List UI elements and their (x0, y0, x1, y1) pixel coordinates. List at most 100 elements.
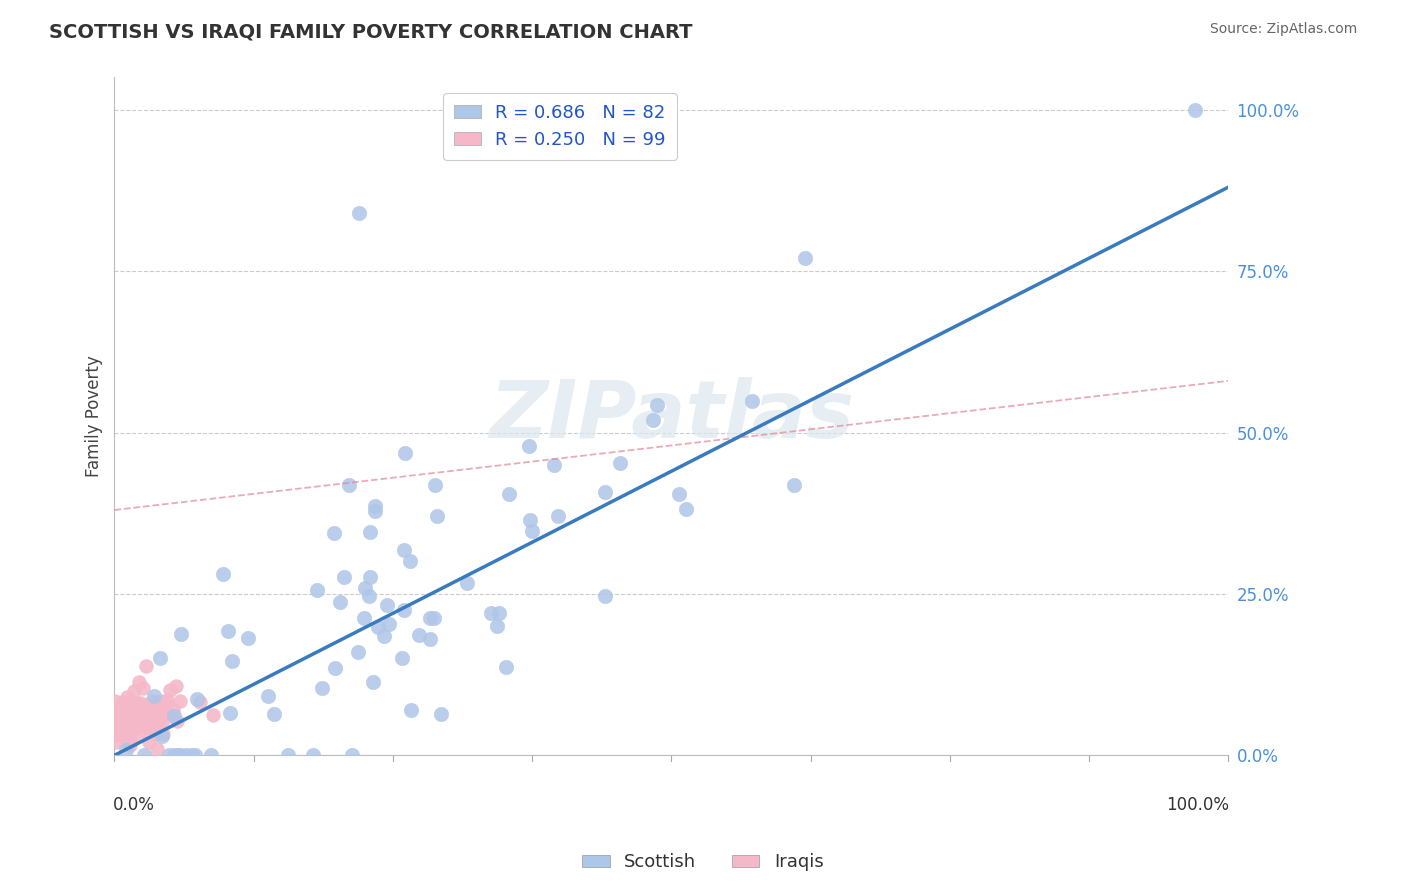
Point (111, 724, 134, 739)
Point (125, 696, 148, 710)
Point (332, 570, 354, 584)
Point (112, 727, 135, 741)
Point (141, 694, 163, 708)
Point (128, 712, 150, 726)
Y-axis label: Family Poverty: Family Poverty (86, 356, 103, 477)
Point (118, 732, 141, 747)
Point (456, 576, 478, 591)
Point (129, 696, 152, 710)
Point (118, 738, 141, 752)
Point (399, 703, 422, 717)
Point (152, 699, 174, 714)
Point (112, 695, 135, 709)
Point (107, 716, 129, 731)
Point (495, 660, 517, 674)
Point (128, 727, 150, 741)
Point (201, 708, 224, 723)
Point (135, 713, 157, 727)
Point (162, 703, 184, 717)
Text: ZIPatlas: ZIPatlas (489, 377, 853, 456)
Point (104, 720, 127, 734)
Point (180, 748, 202, 763)
Point (128, 675, 150, 690)
Point (152, 727, 174, 741)
Point (166, 714, 188, 729)
Point (375, 598, 398, 612)
Point (323, 526, 346, 541)
Text: 100.0%: 100.0% (1167, 796, 1229, 814)
Point (426, 508, 449, 523)
Point (143, 690, 166, 704)
Point (217, 624, 239, 639)
Point (165, 679, 187, 693)
Point (152, 707, 174, 722)
Point (124, 684, 146, 698)
Point (104, 703, 127, 717)
Point (141, 702, 163, 716)
Point (419, 611, 441, 625)
Point (519, 513, 541, 527)
Point (114, 725, 136, 739)
Point (115, 731, 138, 745)
Point (131, 706, 153, 720)
Point (361, 674, 384, 689)
Point (132, 748, 155, 763)
Point (488, 606, 510, 620)
Point (111, 714, 134, 728)
Point (163, 709, 186, 723)
Point (347, 645, 370, 659)
Point (115, 701, 138, 715)
Point (337, 477, 360, 491)
Point (105, 723, 128, 738)
Point (149, 651, 172, 665)
Point (104, 735, 127, 749)
Point (124, 704, 146, 718)
Point (153, 697, 176, 711)
Point (117, 734, 139, 748)
Legend: R = 0.686   N = 82, R = 0.250   N = 99: R = 0.686 N = 82, R = 0.250 N = 99 (443, 94, 676, 160)
Point (609, 456, 631, 470)
Point (118, 721, 141, 735)
Point (186, 691, 208, 706)
Point (547, 509, 569, 524)
Point (118, 723, 141, 738)
Point (645, 398, 668, 412)
Point (423, 611, 446, 625)
Point (364, 499, 387, 513)
Legend: Scottish, Iraqis: Scottish, Iraqis (575, 847, 831, 879)
Point (166, 748, 188, 763)
Point (121, 719, 143, 733)
Point (342, 748, 364, 763)
Point (143, 708, 166, 723)
Point (176, 748, 198, 763)
Point (146, 720, 169, 734)
Point (479, 607, 502, 621)
Point (394, 445, 416, 459)
Point (159, 682, 181, 697)
Point (112, 706, 135, 720)
Point (127, 718, 149, 732)
Point (128, 706, 150, 720)
Point (675, 502, 697, 516)
Point (104, 705, 127, 719)
Text: SCOTTISH VS IRAQI FAMILY POVERTY CORRELATION CHART: SCOTTISH VS IRAQI FAMILY POVERTY CORRELA… (49, 22, 693, 41)
Point (115, 743, 138, 757)
Point (221, 654, 243, 668)
Point (367, 620, 389, 634)
Point (148, 711, 170, 725)
Point (311, 681, 333, 695)
Point (782, 478, 804, 492)
Point (125, 713, 148, 727)
Point (188, 695, 211, 709)
Point (408, 627, 430, 641)
Point (120, 717, 142, 731)
Point (136, 698, 159, 713)
Point (520, 524, 543, 538)
Point (135, 721, 157, 735)
Point (152, 714, 174, 728)
Point (136, 713, 159, 727)
Point (349, 206, 371, 220)
Point (794, 251, 817, 265)
Point (141, 702, 163, 716)
Point (359, 590, 381, 604)
